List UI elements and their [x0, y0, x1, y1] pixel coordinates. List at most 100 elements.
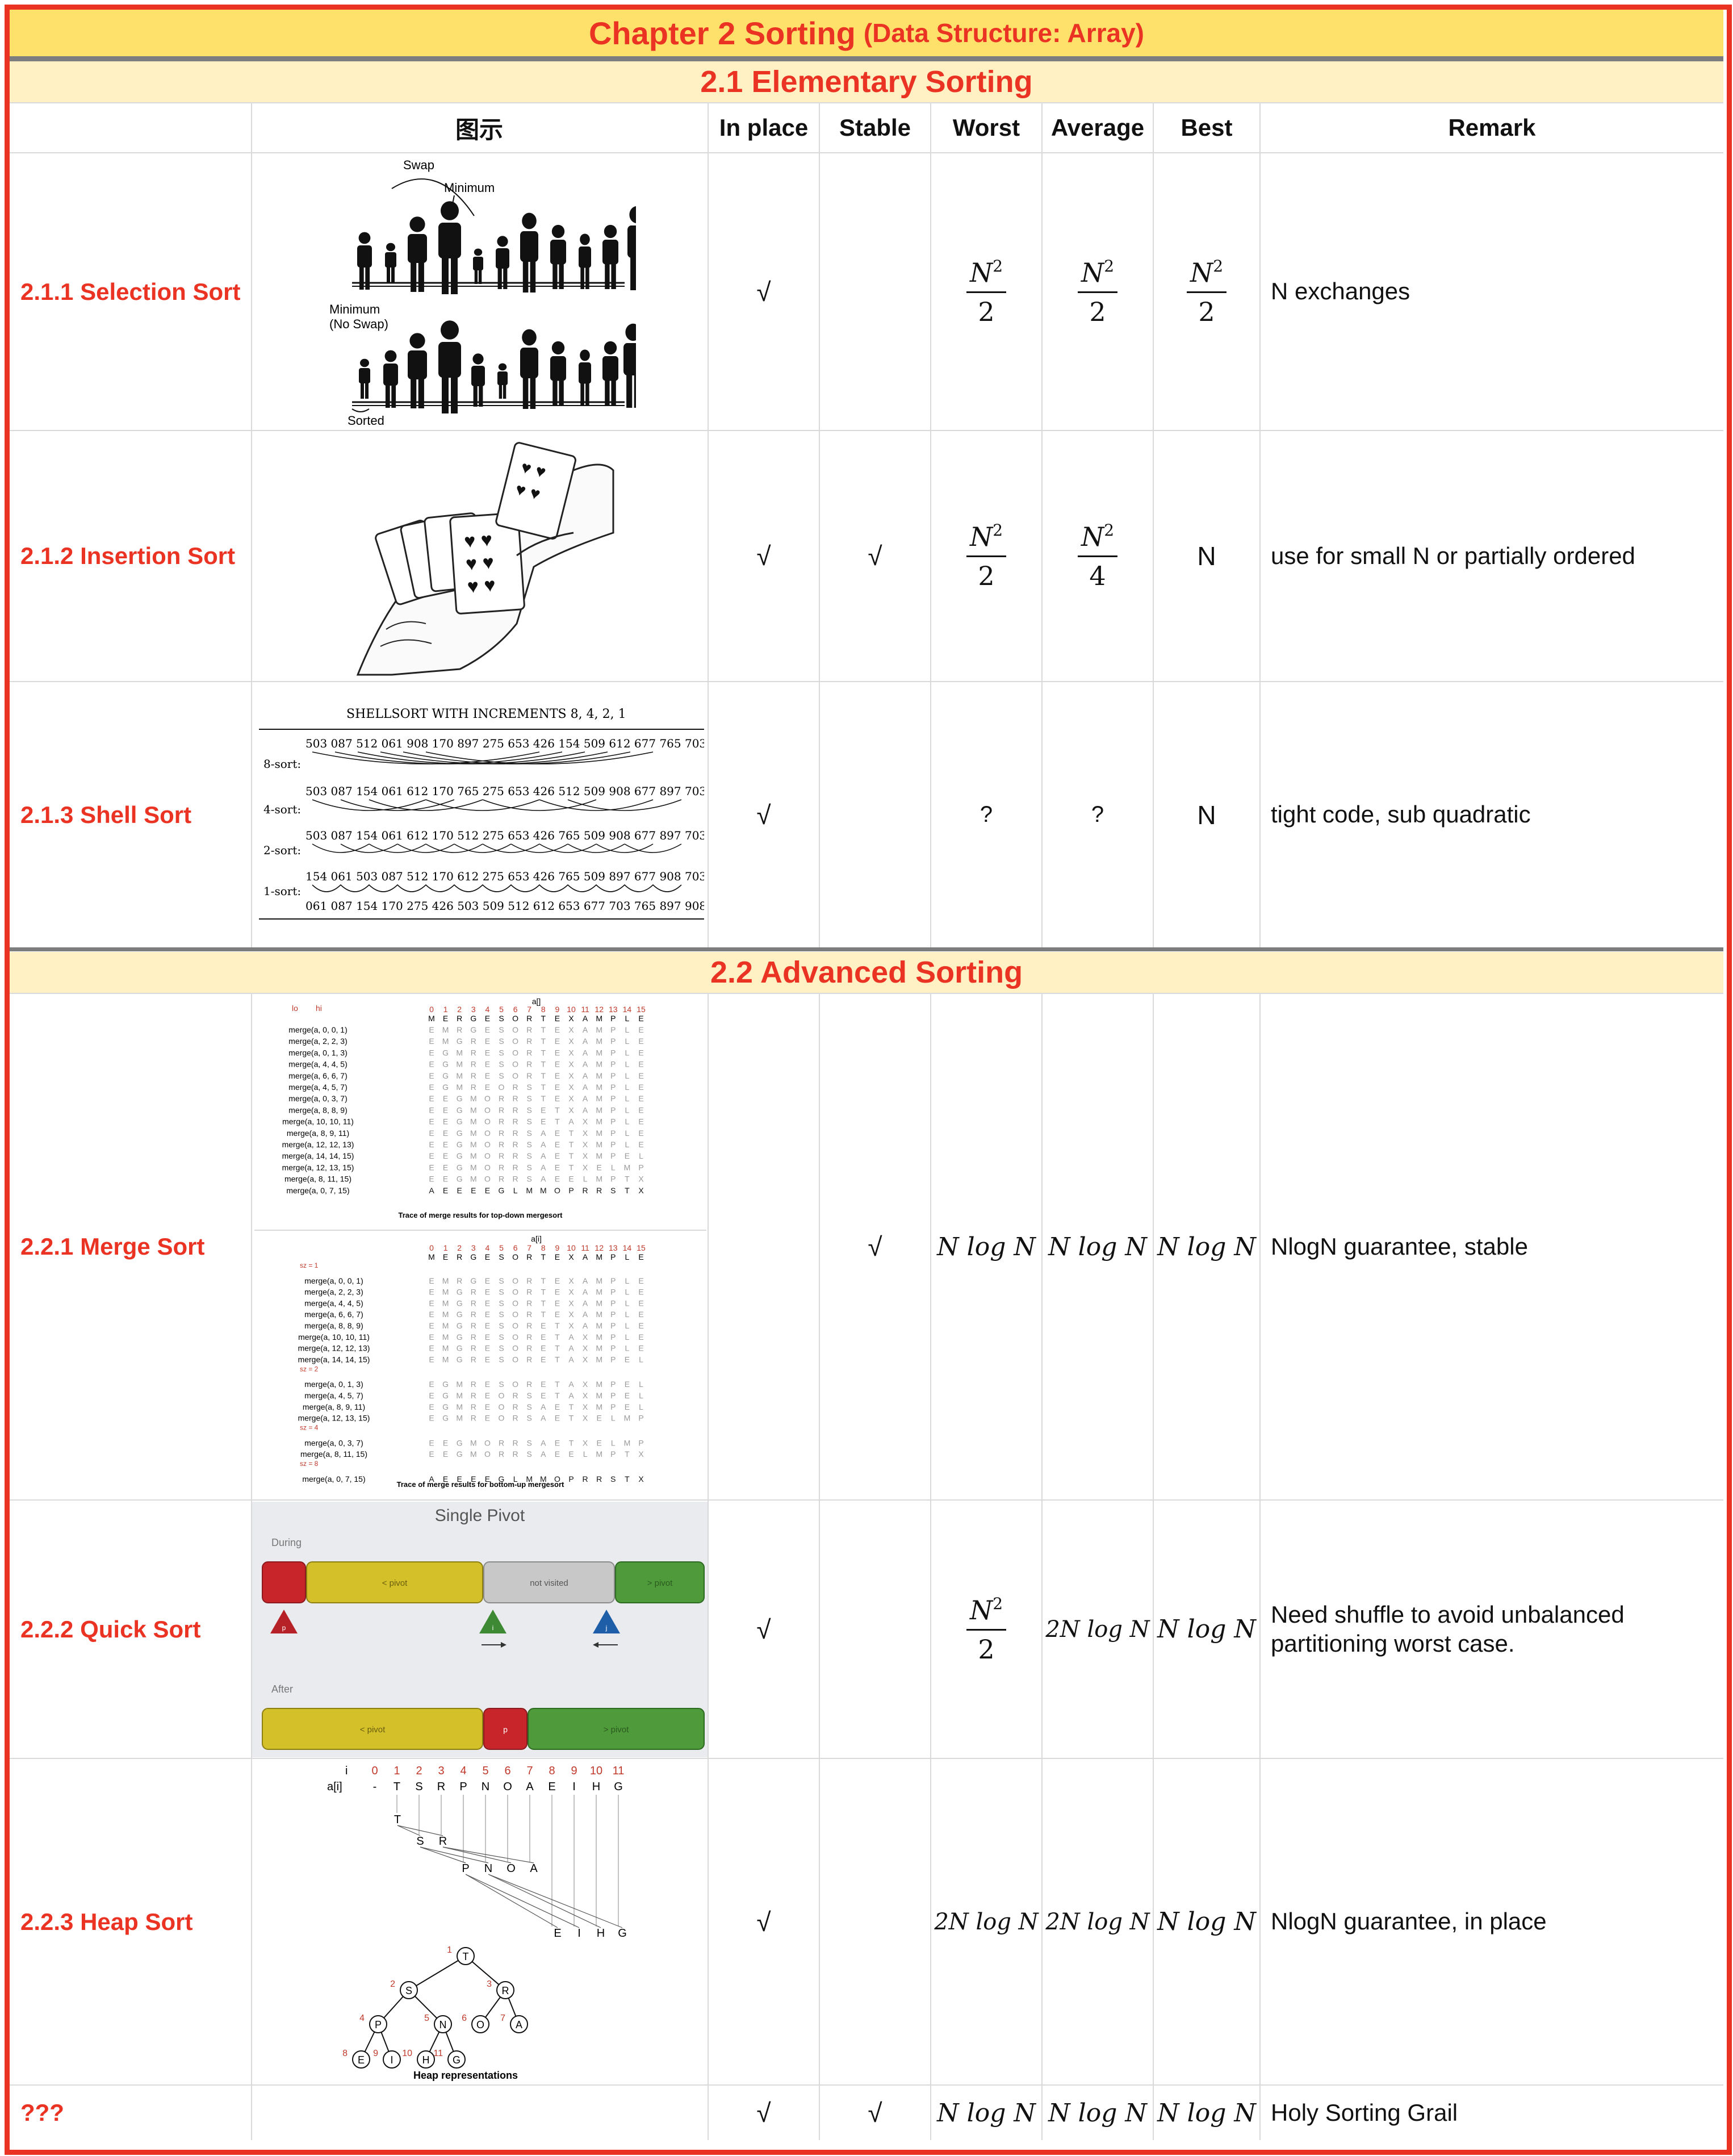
index-label: 5 — [499, 1243, 504, 1252]
array-cell: P — [638, 1414, 643, 1423]
array-cell: G — [457, 1344, 463, 1353]
heap-level-value: G — [618, 1927, 627, 1940]
array-cell: G — [457, 1129, 463, 1138]
grid-line — [10, 1499, 1723, 1501]
heap-caption: Heap representations — [413, 2070, 518, 2081]
merge-top-caption: Trace of merge results for top-down merg… — [399, 1211, 563, 1219]
array-cell: A — [541, 1438, 546, 1447]
i-marker-label: i — [492, 1624, 494, 1632]
heap-value: P — [459, 1781, 467, 1793]
array-cell: M — [596, 1402, 602, 1411]
after-gt-label: > pivot — [604, 1725, 629, 1735]
minimum-noswap-label-2: (No Swap) — [329, 317, 388, 331]
merge-call: merge(a, 12, 13, 15) — [298, 1414, 370, 1423]
worst-grail: N log N — [931, 2086, 1041, 2140]
sz-label: sz = 1 — [300, 1261, 319, 1269]
array-cell: R — [513, 1094, 518, 1103]
array-cell: T — [569, 1140, 574, 1149]
heap-level-value: R — [439, 1835, 447, 1848]
heap-node-value: N — [439, 2019, 447, 2030]
heap-node-index: 4 — [359, 2013, 365, 2023]
merge-call: merge(a, 14, 14, 15) — [282, 1151, 354, 1160]
heap-value: E — [548, 1781, 555, 1793]
array-cell: E — [638, 1071, 643, 1080]
array-cell: L — [611, 1414, 616, 1423]
heap-index: 11 — [613, 1765, 625, 1777]
array-label: a[i] — [531, 1234, 542, 1243]
array-cell: X — [583, 1129, 588, 1138]
heap-value: G — [614, 1781, 623, 1793]
heap-index: 7 — [526, 1765, 533, 1777]
array-cell: X — [568, 1288, 574, 1297]
array-cell: L — [583, 1175, 588, 1184]
array-cell: R — [499, 1094, 504, 1103]
merge-call: merge(a, 0, 1, 3) — [288, 1048, 348, 1057]
index-label: 15 — [637, 1243, 646, 1252]
array-cell: G — [457, 1288, 463, 1297]
array-cell: L — [625, 1037, 630, 1046]
heap-level-value: E — [554, 1927, 561, 1940]
after-greater-block — [528, 1708, 705, 1750]
array-cell: A — [583, 1276, 588, 1285]
pivot-marker-label: p — [282, 1624, 286, 1632]
shellsort-figure: SHELLSORT WITH INCREMENTS 8, 4, 2, 1 503… — [259, 707, 704, 920]
array-cell: A — [583, 1310, 588, 1319]
array-cell: E — [485, 1474, 490, 1484]
heap-node-index: 1 — [447, 1945, 452, 1955]
array-cell: E — [485, 1355, 490, 1364]
array-cell: R — [499, 1163, 504, 1172]
array-cell: L — [639, 1151, 643, 1160]
array-cell: S — [499, 1252, 504, 1261]
connector-line — [397, 1825, 443, 1836]
array-cell: O — [554, 1186, 560, 1195]
array-cell: E — [638, 1025, 643, 1034]
array-cell: M — [596, 1310, 602, 1319]
array-cell: E — [443, 1252, 448, 1261]
hi-label: hi — [316, 1004, 322, 1013]
heap-level-value: S — [416, 1835, 424, 1848]
stable-insertion: √ — [868, 541, 882, 571]
array-cell: E — [568, 1449, 574, 1459]
grid-line — [251, 993, 252, 2140]
array-cell: M — [596, 1298, 602, 1307]
grid-line — [10, 102, 1723, 103]
array-cell: L — [625, 1025, 630, 1034]
array-cell: E — [485, 1186, 490, 1195]
array-cell: G — [457, 1298, 463, 1307]
array-cell: T — [569, 1129, 574, 1138]
merge-call: merge(a, 0, 3, 7) — [288, 1094, 348, 1103]
array-cell: P — [610, 1288, 616, 1297]
array-cell: E — [429, 1037, 434, 1046]
array-cell: R — [513, 1391, 518, 1400]
index-label: 3 — [471, 1005, 476, 1014]
array-cell: E — [638, 1105, 643, 1114]
complexity: N log N — [1157, 1232, 1256, 1261]
array-cell: M — [442, 1276, 449, 1285]
heap-representation-figure: ia[i]0 1 2 3 4 5 6 7 8 9 10 11- T S R P N O A E I H GTS RP N O AE I… — [327, 1765, 627, 2081]
index-label: 10 — [567, 1005, 576, 1014]
index-label: 0 — [429, 1243, 434, 1252]
array-cell: L — [625, 1014, 630, 1023]
array-cell: S — [527, 1105, 532, 1114]
array-cell: L — [625, 1129, 630, 1138]
shell-label-8: 8-sort: — [263, 757, 301, 771]
array-cell: A — [541, 1414, 546, 1423]
array-cell: G — [457, 1355, 463, 1364]
heap-node-value: T — [463, 1951, 469, 1962]
array-cell: R — [499, 1151, 504, 1160]
array-cell: E — [485, 1276, 490, 1285]
array-cell: T — [541, 1048, 546, 1057]
array-cell: P — [610, 1276, 616, 1285]
heap-value: N — [482, 1781, 489, 1793]
array-cell: M — [596, 1014, 602, 1023]
grid-line — [10, 2084, 1723, 2086]
array-cell: T — [541, 1310, 546, 1319]
array-cell: R — [526, 1252, 532, 1261]
array-cell: G — [470, 1014, 476, 1023]
array-cell: R — [471, 1414, 476, 1423]
array-cell: E — [638, 1310, 643, 1319]
array-cell: E — [429, 1332, 434, 1342]
exponent: 2 — [993, 1594, 1003, 1613]
array-cell: S — [527, 1140, 532, 1149]
array-cell: O — [512, 1344, 518, 1353]
